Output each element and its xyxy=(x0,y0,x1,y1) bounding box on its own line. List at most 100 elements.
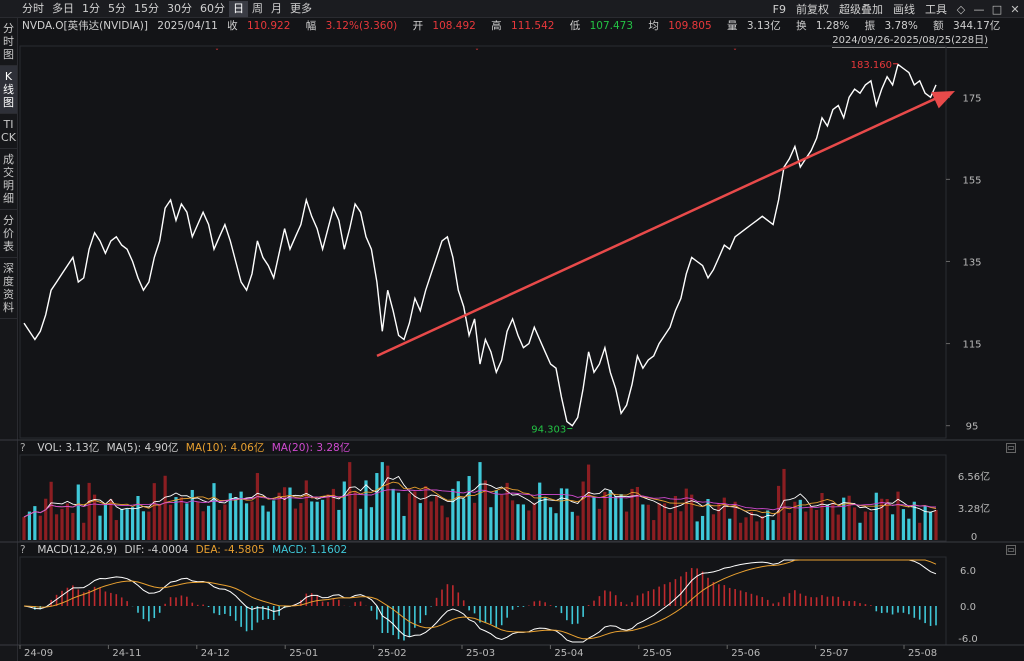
toolbar-item-2[interactable]: 超级叠加 xyxy=(839,3,883,16)
volume-bar xyxy=(510,500,515,540)
period-tab-8[interactable]: 周 xyxy=(252,1,263,15)
dea-label: DEA: -4.5805 xyxy=(195,544,265,556)
volume-bar xyxy=(657,503,661,540)
volume-bar xyxy=(624,511,629,540)
volume-bar xyxy=(185,503,189,540)
main-panel-frame xyxy=(19,45,947,439)
toolbar-item-1[interactable]: 前复权 xyxy=(796,3,829,16)
volume-bar xyxy=(266,511,270,540)
macd-header: ? MACD(12,26,9) DIF: -4.0004 DEA: -4.580… xyxy=(20,543,351,557)
period-tab-1[interactable]: 多日 xyxy=(52,1,74,15)
maximize-icon[interactable]: □ xyxy=(991,2,1003,16)
volume-bar xyxy=(49,481,53,540)
open-price: 108.492 xyxy=(432,20,476,32)
volume-bar xyxy=(239,491,243,540)
period-tab-2[interactable]: 1分 xyxy=(82,1,100,15)
volume-bar xyxy=(315,501,319,540)
volume-bar xyxy=(87,482,91,540)
period-tab-10[interactable]: 更多 xyxy=(290,1,312,15)
volume-axis-label: 3.28亿 xyxy=(958,502,990,515)
period-tab-6[interactable]: 60分 xyxy=(200,1,225,15)
sidebar-tab-4[interactable]: 分价表 xyxy=(0,210,17,258)
period-tab-5[interactable]: 30分 xyxy=(167,1,192,15)
volume-bar xyxy=(201,511,205,540)
toolbar-item-4[interactable]: 工具 xyxy=(925,3,947,16)
period-tab-4[interactable]: 15分 xyxy=(134,1,159,15)
volume-bar xyxy=(44,498,48,540)
sidebar-tab-1[interactable]: K线图 xyxy=(0,66,17,114)
volume-bar xyxy=(527,510,531,540)
date-axis-label: 25-08 xyxy=(908,648,937,659)
volume-bar xyxy=(896,491,900,540)
sidebar-tab-2[interactable]: TICK xyxy=(0,114,17,149)
toolbar-item-0[interactable]: F9 xyxy=(772,2,786,16)
volume-bar xyxy=(391,488,395,540)
volume-bar xyxy=(711,514,716,540)
volume-bar xyxy=(54,514,59,540)
trend-arrow-line xyxy=(376,94,942,358)
volume-bar xyxy=(364,480,368,540)
volume-bar xyxy=(635,486,640,540)
volume-bar xyxy=(570,511,574,540)
volume-bar xyxy=(586,464,591,540)
volume-bar xyxy=(179,497,184,540)
toolbar-item-3[interactable]: 画线 xyxy=(893,3,915,16)
volume-bar xyxy=(386,465,390,540)
amplitude-value: 3.78% xyxy=(884,20,918,32)
price-axis-label: 135 xyxy=(962,257,981,268)
volume-bar xyxy=(760,515,764,540)
period-tabs: 分时 多日 1分 5分 15分 30分 60分日周月更多 xyxy=(18,0,316,17)
volume-bar xyxy=(559,488,564,540)
change-pct: 3.12%(3.360) xyxy=(325,20,398,32)
sidebar-tab-5[interactable]: 深度资料 xyxy=(0,258,17,319)
period-tab-7[interactable]: 日 xyxy=(229,0,248,17)
close-icon[interactable]: ✕ xyxy=(1010,2,1020,16)
event-marker: ˇ xyxy=(215,47,219,57)
sidebar-tab-3[interactable]: 成交明细 xyxy=(0,149,17,210)
volume-bar xyxy=(244,503,249,540)
volume-bar xyxy=(174,497,178,540)
expand-icon[interactable]: ▭ xyxy=(1006,443,1016,453)
volume-bar xyxy=(548,507,553,540)
volume-bar xyxy=(304,480,308,540)
volume-bar xyxy=(842,497,846,540)
quote-info-line: NVDA.O[英伟达(NVIDIA)] 2025/04/11 收 110.922… xyxy=(22,20,1001,32)
pin-icon[interactable]: ◇ xyxy=(956,2,966,16)
volume-bar xyxy=(320,499,325,540)
help-icon[interactable]: ? xyxy=(20,442,26,454)
volume-bar xyxy=(369,507,374,540)
volume-bar xyxy=(337,509,341,540)
date-axis-label: 24-09 xyxy=(24,648,53,659)
max-price-label: 183.160 xyxy=(851,60,892,71)
ma20-label: MA(20): 3.28亿 xyxy=(271,442,351,454)
period-tab-9[interactable]: 月 xyxy=(271,1,282,15)
volume-bar xyxy=(662,503,667,540)
volume-bar xyxy=(250,501,254,540)
volume-bar xyxy=(668,512,672,540)
minimize-icon[interactable]: — xyxy=(973,2,985,16)
volume-bar xyxy=(255,473,260,540)
vol-ma10-line xyxy=(23,481,937,518)
volume-bar xyxy=(706,499,710,540)
volume-bar xyxy=(114,520,118,540)
expand-icon[interactable]: ▭ xyxy=(1006,545,1016,555)
period-tab-0[interactable]: 分时 xyxy=(22,1,44,15)
volume-panel-frame xyxy=(19,454,947,542)
volume-bar xyxy=(348,462,352,540)
vol-ma20-line xyxy=(23,489,937,518)
volume-bar xyxy=(554,513,558,540)
volume-bar xyxy=(814,509,819,540)
volume-bar xyxy=(717,503,721,540)
volume-bar xyxy=(787,512,792,540)
help-icon[interactable]: ? xyxy=(20,544,26,556)
date-range-label[interactable]: 2024/09/26-2025/08/25(228日) xyxy=(832,35,988,48)
period-tab-3[interactable]: 5分 xyxy=(108,1,126,15)
sidebar-tab-0[interactable]: 分时图 xyxy=(0,18,17,66)
volume-bar xyxy=(109,499,113,540)
volume-bar xyxy=(98,515,102,540)
volume-bar xyxy=(901,509,906,540)
volume-bar xyxy=(147,511,151,540)
volume-bar xyxy=(738,522,743,540)
volume-bar xyxy=(272,500,276,540)
